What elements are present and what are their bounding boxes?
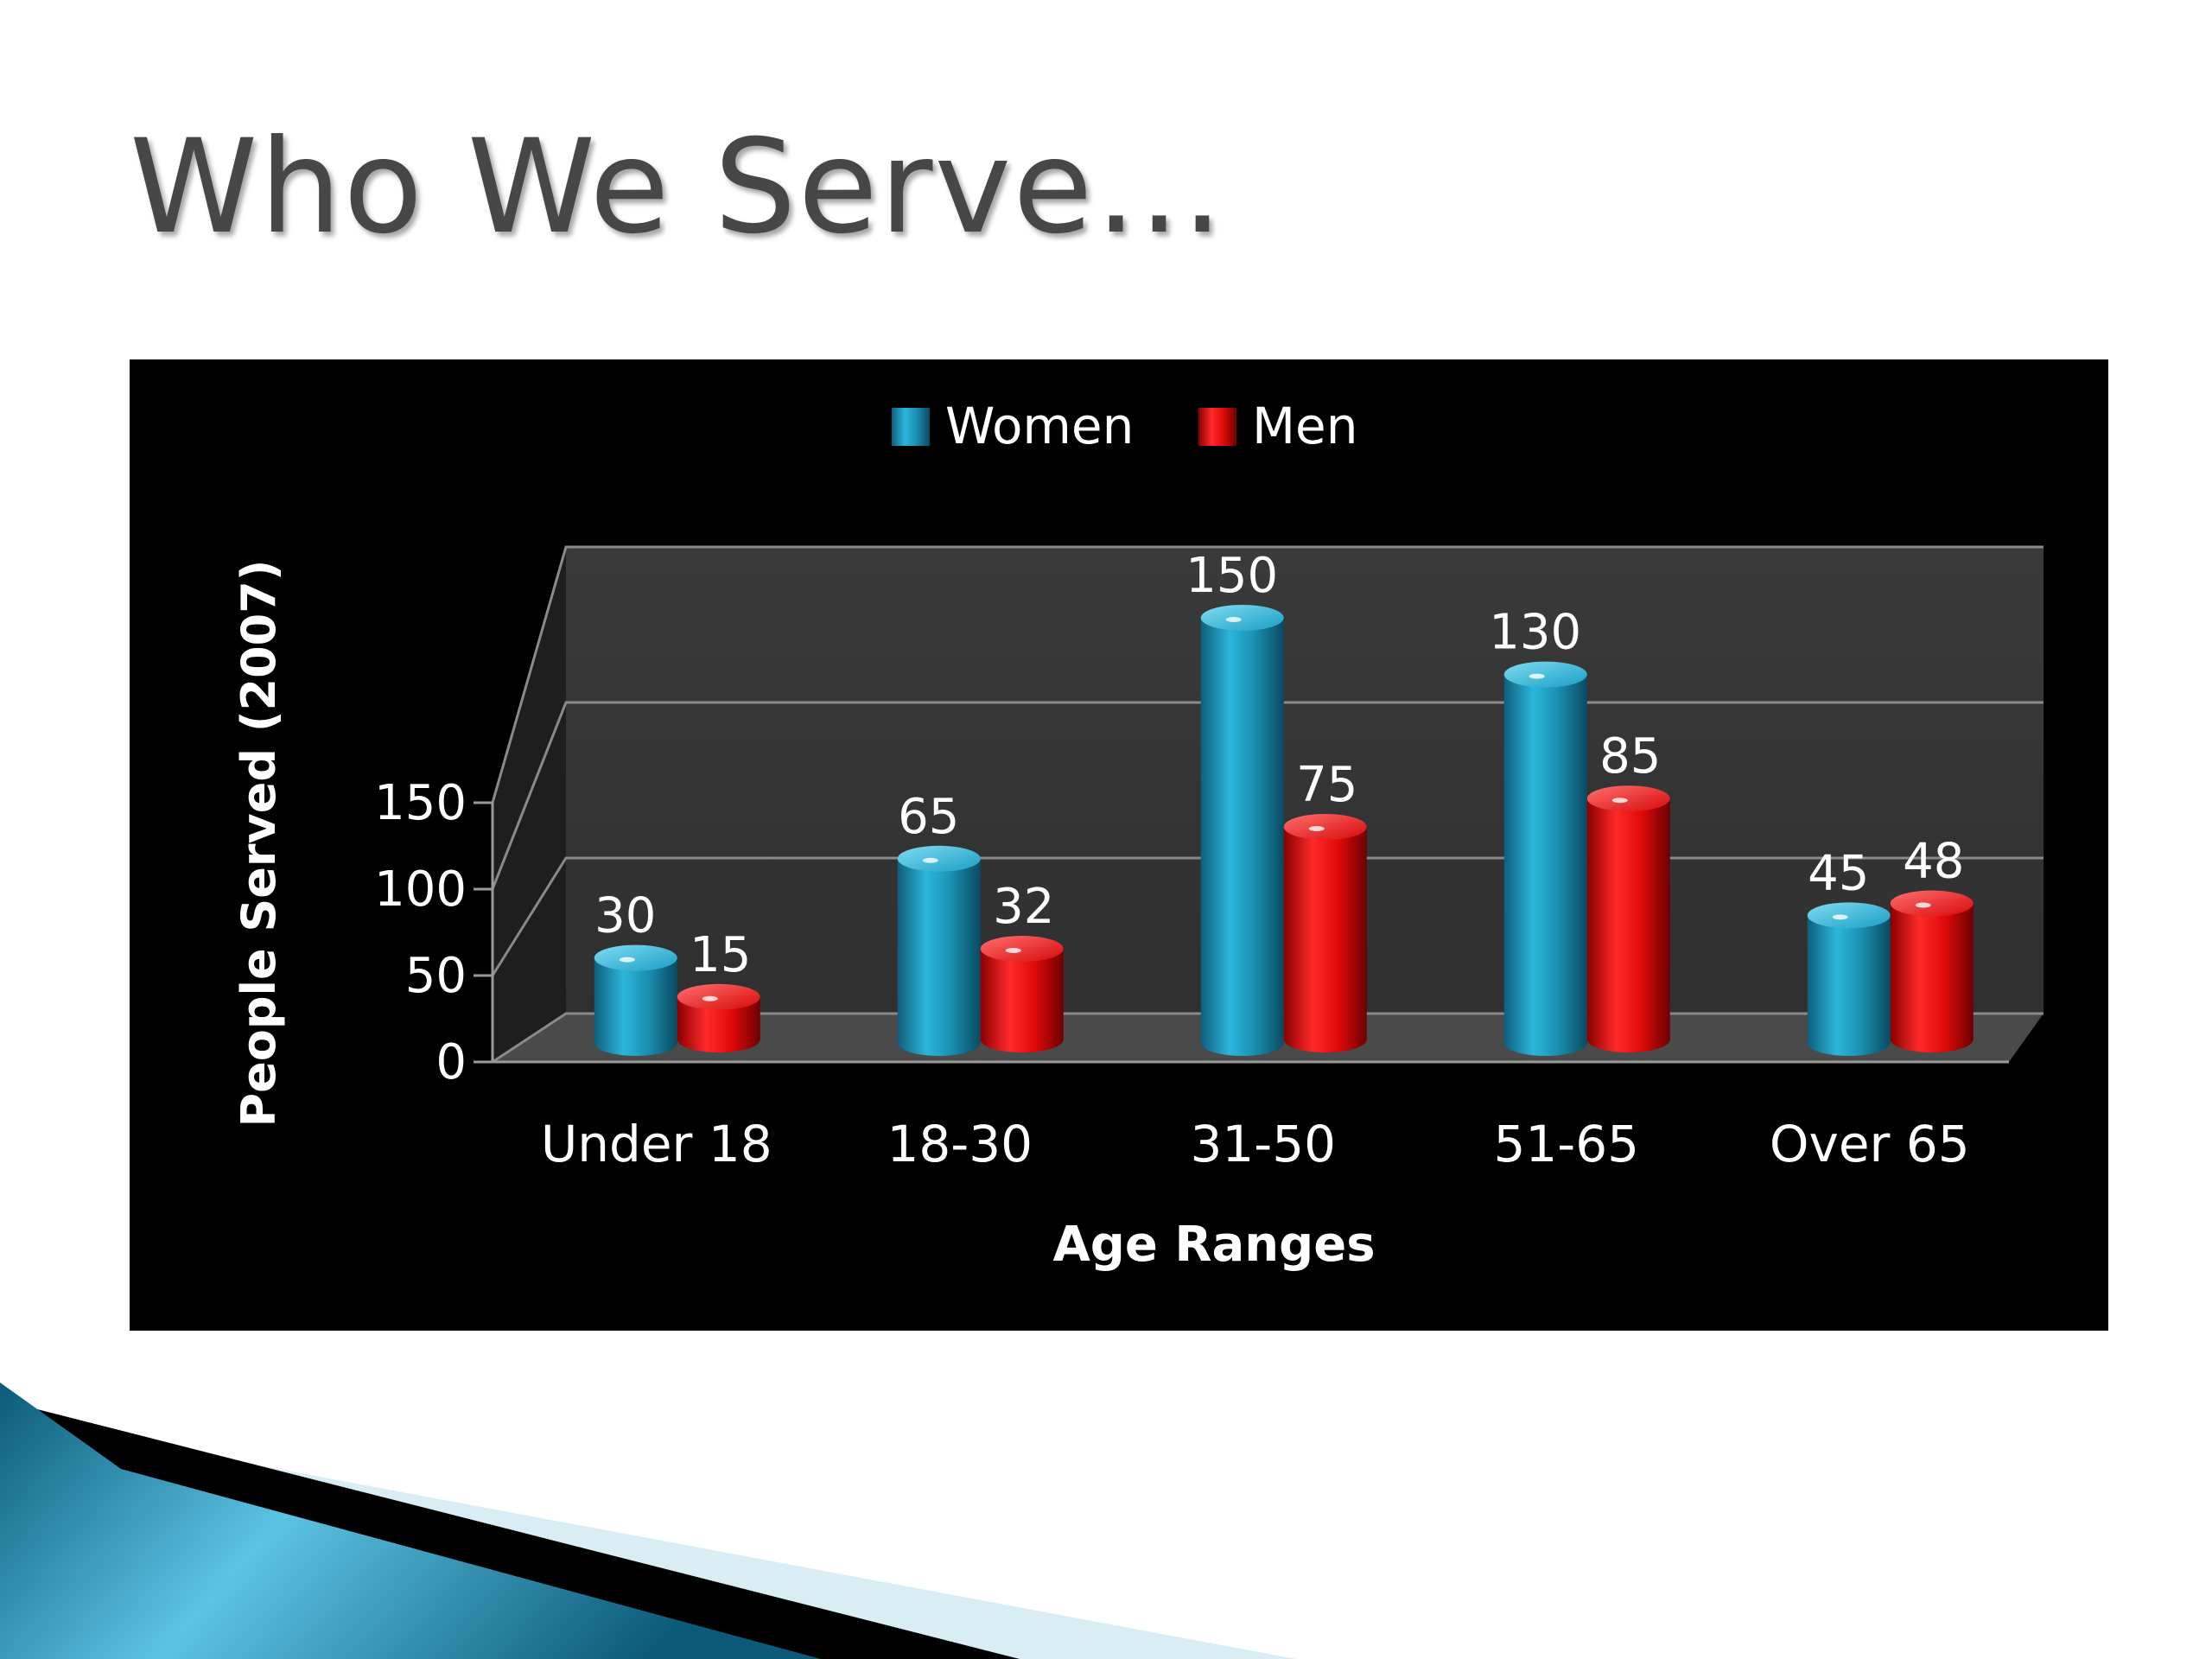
data-label: 15 — [690, 927, 751, 983]
side-wall — [493, 547, 566, 1062]
bar-body — [1503, 674, 1587, 1056]
bar-women-51-65 — [1503, 661, 1587, 1056]
bar-body — [1586, 798, 1670, 1052]
data-label: 85 — [1599, 728, 1661, 785]
data-label: 130 — [1489, 605, 1581, 661]
bar-women-over-65 — [1807, 902, 1891, 1056]
bar-men-under-18 — [677, 983, 760, 1052]
bar-body — [1890, 903, 1974, 1052]
bar-body — [980, 949, 1064, 1052]
legend-label: Women — [945, 397, 1134, 455]
bar-cap — [980, 936, 1064, 963]
bar-highlight — [1005, 948, 1021, 954]
data-label: 32 — [993, 879, 1054, 935]
bar-highlight — [1529, 673, 1545, 679]
bar-highlight — [1611, 798, 1628, 804]
bar-cap — [1283, 814, 1367, 840]
x-axis: Under 18 18-30 31-50 51-65 Over 65 — [541, 1115, 1970, 1173]
x-tick-label: 18-30 — [887, 1115, 1033, 1173]
bar-body — [677, 996, 760, 1052]
y-axis-title: People Served (2007) — [232, 560, 286, 1128]
data-labels: 30 15 65 32 150 75 130 85 45 48 — [594, 548, 1964, 983]
bar-highlight — [1225, 617, 1242, 622]
bar-cap — [1890, 890, 1974, 917]
bar-men-over-65 — [1890, 890, 1974, 1052]
y-tick-label: 0 — [435, 1034, 467, 1090]
legend-swatch — [1198, 408, 1236, 446]
bar-men-18-30 — [980, 936, 1064, 1052]
gridline — [491, 545, 2044, 804]
legend-item-men: Men — [1198, 397, 1358, 455]
x-tick-label: 31-50 — [1190, 1115, 1336, 1173]
bars — [594, 605, 1974, 1056]
bar-highlight — [1308, 826, 1325, 831]
bar-body — [594, 957, 677, 1056]
data-label: 45 — [1808, 845, 1869, 901]
bar-cap — [1503, 661, 1587, 688]
bar-cap — [1586, 785, 1670, 812]
bar-men-31-50 — [1283, 814, 1367, 1052]
bar-women-31-50 — [1200, 605, 1284, 1056]
chart-panel: 0 50 100 150 30 15 65 32 150 75 130 85 45 48 Under 1… — [130, 359, 2108, 1331]
data-label: 48 — [1903, 834, 1964, 890]
bar-cap — [1807, 902, 1891, 929]
bar-cap — [677, 983, 760, 1010]
bar-women-under-18 — [594, 944, 677, 1056]
x-axis-title: Age Ranges — [1052, 1217, 1375, 1273]
bar-highlight — [922, 857, 938, 863]
bar-highlight — [1832, 914, 1848, 920]
bar-highlight — [1915, 902, 1931, 908]
slide-title: Who We Serve… — [130, 112, 1226, 263]
bar-cap — [1200, 605, 1284, 631]
bar-cap — [594, 944, 677, 971]
data-label: 75 — [1296, 757, 1357, 813]
bar-men-51-65 — [1586, 785, 1670, 1052]
x-tick-label: Under 18 — [541, 1115, 772, 1173]
bar-body — [1807, 915, 1891, 1056]
x-tick-label: Over 65 — [1770, 1115, 1970, 1173]
y-axis: 0 50 100 150 — [374, 775, 2009, 1090]
x-tick-label: 51-65 — [1493, 1115, 1639, 1173]
y-tick-label: 150 — [374, 775, 467, 831]
legend-item-women: Women — [892, 397, 1134, 455]
bar-body — [1200, 618, 1284, 1056]
y-tick-label: 100 — [374, 861, 467, 918]
bar-body — [897, 858, 981, 1056]
data-label: 150 — [1185, 548, 1278, 604]
bar-body — [1283, 827, 1367, 1052]
bar-women-18-30 — [897, 845, 981, 1056]
legend-label: Men — [1252, 397, 1358, 455]
legend-swatch — [892, 408, 930, 446]
y-tick-label: 50 — [405, 948, 467, 1004]
slide-corner-swoosh — [0, 1382, 1296, 1659]
bar-highlight — [619, 957, 635, 963]
bar-chart: 0 50 100 150 30 15 65 32 150 75 130 85 45 48 Under 1… — [130, 359, 2108, 1331]
data-label: 30 — [594, 888, 656, 944]
bar-highlight — [702, 995, 718, 1001]
legend: Women Men — [892, 397, 1358, 455]
data-label: 65 — [898, 789, 959, 845]
bar-cap — [897, 845, 981, 872]
